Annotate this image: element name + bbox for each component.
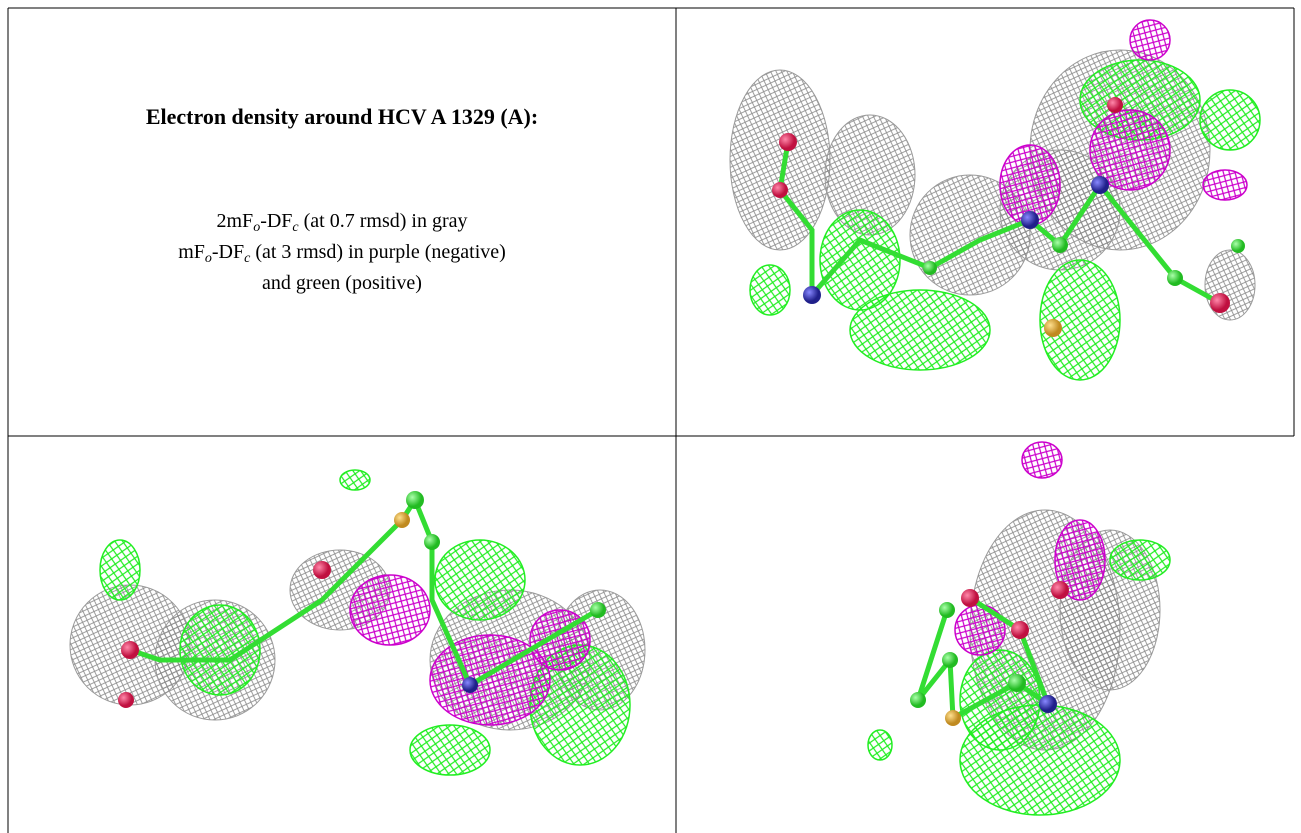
panel-title: Electron density around HCV A 1329 (A):: [8, 104, 676, 130]
legend-text: (at 3 rmsd) in purple (negative): [250, 241, 505, 263]
density-view-3: [868, 442, 1170, 815]
legend-text: -DF: [260, 210, 292, 232]
page: Electron density around HCV A 1329 (A): …: [0, 0, 1301, 833]
legend-line: mFo-DFc (at 3 rmsd) in purple (negative): [8, 237, 676, 268]
density-view-2: [70, 470, 645, 775]
density-view-1: [730, 20, 1260, 380]
legend-line: and green (positive): [8, 268, 676, 299]
legend-text: mF: [178, 241, 205, 263]
legend-text: (at 0.7 rmsd) in gray: [299, 210, 468, 232]
caption-cell: Electron density around HCV A 1329 (A): …: [8, 8, 676, 436]
subscript: o: [205, 251, 212, 266]
legend-text: and green (positive): [262, 272, 422, 294]
legend-text: 2mF: [217, 210, 254, 232]
legend-text: -DF: [212, 241, 244, 263]
legend-line: 2mFo-DFc (at 0.7 rmsd) in gray: [8, 206, 676, 237]
